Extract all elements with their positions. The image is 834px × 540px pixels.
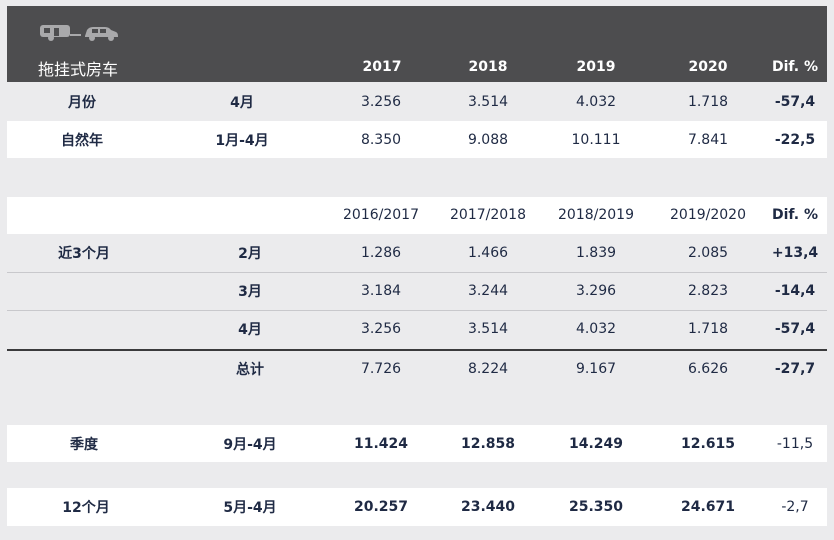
season-year: 2016/2017 [343, 207, 419, 223]
cell-diff: -11,5 [776, 436, 814, 452]
caravan-icon [40, 25, 81, 41]
row-label-calendar-year: 自然年 [61, 133, 103, 149]
cell-diff: -22,5 [774, 132, 816, 148]
cell-value: 8.350 [360, 132, 402, 148]
cell-value: 11.424 [353, 436, 409, 452]
row-divider [7, 310, 827, 311]
cell-value: 3.244 [467, 283, 509, 299]
diff-header: Dif. % [772, 207, 818, 223]
cell-value: 2.085 [687, 245, 729, 261]
cell-diff: -27,7 [774, 361, 816, 377]
cell-diff: -2,7 [781, 499, 809, 515]
table-row [7, 488, 827, 526]
cell-diff: +13,4 [771, 245, 819, 261]
row-period-total: 总计 [236, 362, 264, 378]
season-header-row [7, 197, 827, 234]
total-divider [7, 349, 827, 351]
cell-value: 1.718 [687, 321, 729, 337]
diff-header: Dif. % [772, 59, 818, 75]
year-2017: 2017 [362, 59, 402, 75]
cell-value: 3.184 [360, 283, 402, 299]
cell-value: 10.111 [571, 132, 621, 148]
car-icon [85, 27, 118, 41]
cell-value: 3.296 [575, 283, 617, 299]
cell-value: 3.256 [360, 321, 402, 337]
cell-value: 3.256 [360, 94, 402, 110]
row-label-season: 季度 [70, 437, 98, 453]
season-year: 2018/2019 [558, 207, 634, 223]
cell-value: 3.514 [467, 321, 509, 337]
cell-diff: -57,4 [774, 321, 816, 337]
cell-value: 6.626 [687, 361, 729, 377]
row-period-season: 9月-4月 [223, 437, 277, 453]
cell-value: 3.514 [467, 94, 509, 110]
cell-value: 9.088 [467, 132, 509, 148]
year-2020: 2020 [688, 59, 728, 75]
cell-value: 1.286 [360, 245, 402, 261]
cell-value: 2.823 [687, 283, 729, 299]
year-2019: 2019 [576, 59, 616, 75]
table-header: 拖挂式房车 2017 2018 2019 2020 Dif. % [7, 6, 827, 82]
cell-diff: -14,4 [774, 283, 816, 299]
cell-value: 24.671 [680, 499, 736, 515]
row-period-calendar-year: 1月-4月 [215, 133, 269, 149]
cell-value: 14.249 [568, 436, 624, 452]
row-label-twelve-months: 12个月 [62, 500, 110, 516]
cell-value: 20.257 [353, 499, 409, 515]
table-row [7, 425, 827, 462]
cell-value: 12.615 [680, 436, 736, 452]
row-period-twelve-months: 5月-4月 [223, 500, 277, 516]
row-divider [7, 272, 827, 273]
row-period: 2月 [238, 246, 262, 262]
row-period: 3月 [238, 284, 262, 300]
cell-value: 1.839 [575, 245, 617, 261]
cell-value: 23.440 [460, 499, 516, 515]
cell-value: 7.726 [360, 361, 402, 377]
cell-value: 4.032 [575, 94, 617, 110]
table-title: 拖挂式房车 [38, 60, 119, 79]
row-period-month: 4月 [230, 95, 254, 111]
row-period: 4月 [238, 322, 262, 338]
cell-value: 1.466 [467, 245, 509, 261]
cell-value: 25.350 [568, 499, 624, 515]
row-label-recent: 近3个月 [58, 246, 110, 262]
row-label-month: 月份 [68, 95, 96, 111]
cell-value: 4.032 [575, 321, 617, 337]
cell-value: 1.718 [687, 94, 729, 110]
season-year: 2019/2020 [670, 207, 746, 223]
cell-value: 12.858 [460, 436, 516, 452]
cell-value: 7.841 [687, 132, 729, 148]
table-row [7, 121, 827, 158]
cell-diff: -57,4 [774, 94, 816, 110]
year-2018: 2018 [468, 59, 508, 75]
cell-value: 9.167 [575, 361, 617, 377]
season-year: 2017/2018 [450, 207, 526, 223]
cell-value: 8.224 [467, 361, 509, 377]
